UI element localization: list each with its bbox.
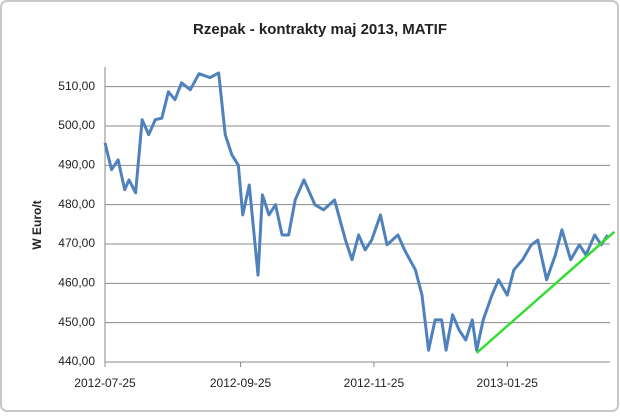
y-tick-label: 490,00: [58, 158, 95, 172]
chart-title: Rzepak - kontrakty maj 2013, MATIF: [193, 21, 447, 38]
price-line: [103, 71, 610, 352]
y-tick-label: 470,00: [58, 236, 95, 250]
y-tick-label: 460,00: [58, 276, 95, 290]
x-tick-label: 2012-11-25: [344, 376, 405, 390]
y-tick-label: 510,00: [58, 79, 95, 93]
x-tick-label: 2012-09-25: [210, 376, 272, 390]
x-tick-label: 2012-07-25: [74, 376, 136, 390]
y-tick-label: 450,00: [58, 315, 95, 329]
trend-line: [475, 230, 616, 354]
y-tick-label: 500,00: [58, 118, 95, 132]
y-tick-label: 440,00: [58, 354, 95, 368]
x-tick-label: 2013-01-25: [477, 376, 539, 390]
y-axis-label: W Euro/t: [30, 200, 44, 249]
y-tick-label: 480,00: [58, 197, 95, 211]
